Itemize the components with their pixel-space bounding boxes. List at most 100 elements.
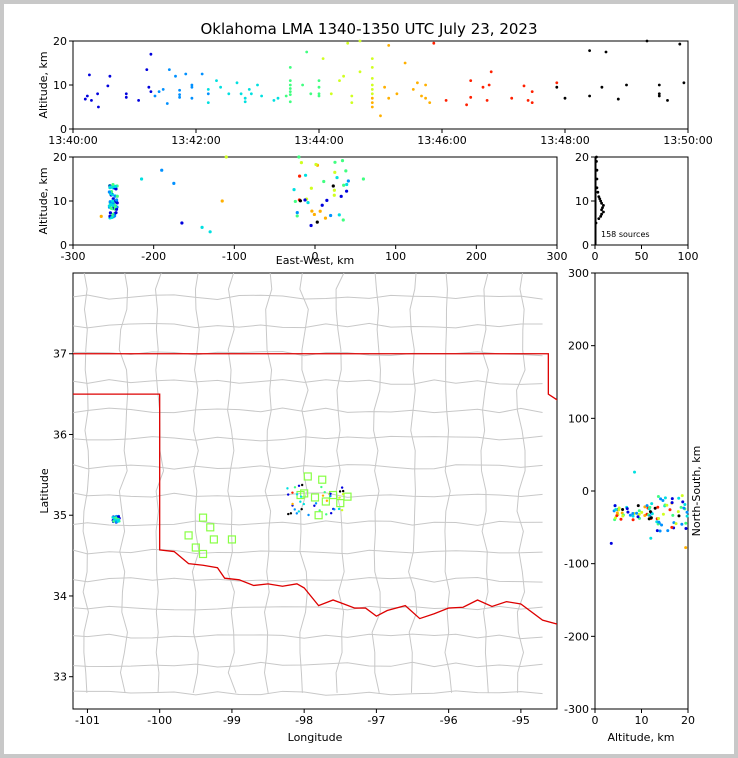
alt-time-point [530, 101, 534, 104]
alt-time-point [178, 93, 182, 97]
alt-hist-y-tick-label: 20 [575, 151, 589, 164]
alt-hist-point [596, 190, 600, 194]
county-line [408, 273, 418, 693]
alt-ew-point [297, 174, 302, 178]
alt-time-point [424, 83, 427, 87]
alt-ew-x-tick-label: 100 [385, 250, 406, 263]
ns-alt-ylabel: North-South, km [690, 446, 703, 537]
alt-ew-point [299, 161, 304, 165]
alt-ew-point [331, 184, 335, 188]
ns-alt-point [650, 502, 654, 506]
county-line [73, 548, 543, 555]
ns-alt-point [680, 494, 684, 498]
alt-time-point [83, 97, 87, 101]
alt-ew-point [111, 199, 115, 203]
county-line [73, 633, 543, 640]
ns-alt-point [631, 518, 635, 522]
alt-ew-point [109, 206, 113, 210]
alt-time-point [219, 85, 223, 89]
alt-ew-point [344, 189, 349, 193]
alt-ew-point [114, 207, 119, 211]
ns-alt-point [656, 495, 660, 499]
plan-view-point [299, 495, 303, 498]
alt-time-point [530, 90, 534, 93]
lma-figure: Oklahoma LMA 1340-1350 UTC July 23, 2023… [37, 20, 713, 744]
alt-ew-point [335, 175, 339, 180]
ns-alt-y-tick-label: -300 [564, 703, 589, 716]
alt-time-point [432, 41, 436, 45]
alt-ew-point [295, 210, 299, 215]
ns-alt-point [631, 514, 635, 518]
plan-view-point [300, 507, 303, 511]
alt-hist-point [599, 199, 603, 203]
ltg-marker [206, 523, 215, 532]
alt-time-point [145, 68, 149, 71]
alt-time-point [678, 42, 682, 46]
ns-alt-point [648, 510, 652, 514]
ns-alt-axes [594, 272, 689, 710]
ltg-marker [184, 531, 193, 540]
ns-alt-point [649, 536, 653, 540]
ns-alt-y-tick-label: 300 [568, 267, 589, 280]
alt-time-point [215, 79, 218, 82]
alt-time-point [510, 96, 514, 100]
alt-time-x-tick-label: 13:44:00 [294, 134, 343, 147]
ns-alt-point [619, 517, 623, 521]
alt-time-y-tick-label: 10 [53, 79, 67, 92]
ns-alt-point [648, 505, 652, 509]
alt-time-point [370, 101, 374, 104]
alt-ew-point [312, 212, 316, 217]
ns-alt-point [621, 508, 625, 512]
plan-view-point [291, 491, 294, 494]
plan-view-point [333, 508, 336, 511]
alt-time-point [149, 52, 153, 56]
alt-time-point [321, 57, 325, 60]
alt-time-point [243, 100, 247, 104]
alt-ew-x-tick-label: 0 [312, 250, 319, 263]
alt-hist-point [600, 212, 603, 216]
alt-ew-point [292, 188, 296, 192]
alt-hist-point [601, 206, 604, 210]
plan-view-point [341, 489, 345, 493]
alt-ew-point [108, 185, 112, 189]
ns-alt-point [643, 514, 647, 518]
ns-alt-point [665, 503, 669, 507]
alt-ew-point [115, 198, 119, 202]
alt-ew-point [208, 230, 212, 234]
alt-time-point [370, 57, 374, 60]
plan-view-point [338, 496, 341, 499]
alt-ew-point [111, 182, 115, 187]
ns-alt-x-tick-label: 10 [635, 714, 649, 727]
alt-time-point [167, 68, 171, 71]
ltg-marker [300, 489, 309, 498]
alt-ew-point [344, 169, 348, 173]
ns-alt-point [621, 514, 625, 518]
alt-ew-point [293, 199, 297, 204]
ltg-marker [318, 475, 327, 484]
alt-ew-point [322, 179, 326, 184]
ns-alt-point [657, 520, 661, 524]
plan-view-point [116, 520, 120, 523]
alt-time-point [190, 85, 194, 89]
ns-alt-point [637, 512, 641, 516]
plan-view-point [338, 490, 342, 493]
ns-alt-x-tick-label: 20 [681, 714, 695, 727]
alt-ew-y-tick-label: 10 [53, 195, 67, 208]
alt-time-point [487, 83, 491, 87]
county-line [73, 435, 543, 442]
alt-time-point [465, 103, 468, 107]
alt-ew-point [342, 183, 346, 187]
alt-hist-point [599, 215, 603, 218]
plan-view-point [117, 515, 120, 518]
plan-view-x-tick-label: -97 [367, 714, 385, 727]
alt-time-point [147, 85, 151, 89]
alt-ew-point [160, 168, 164, 172]
alt-time-point [317, 94, 321, 98]
plan-view-point [314, 502, 318, 505]
alt-time-point [588, 49, 591, 53]
alt-ew-point [220, 199, 224, 203]
alt-time-point [350, 94, 354, 98]
plan-view-x-tick-label: -98 [295, 714, 313, 727]
plan-view-point [300, 483, 304, 487]
ns-alt-point [661, 499, 665, 503]
